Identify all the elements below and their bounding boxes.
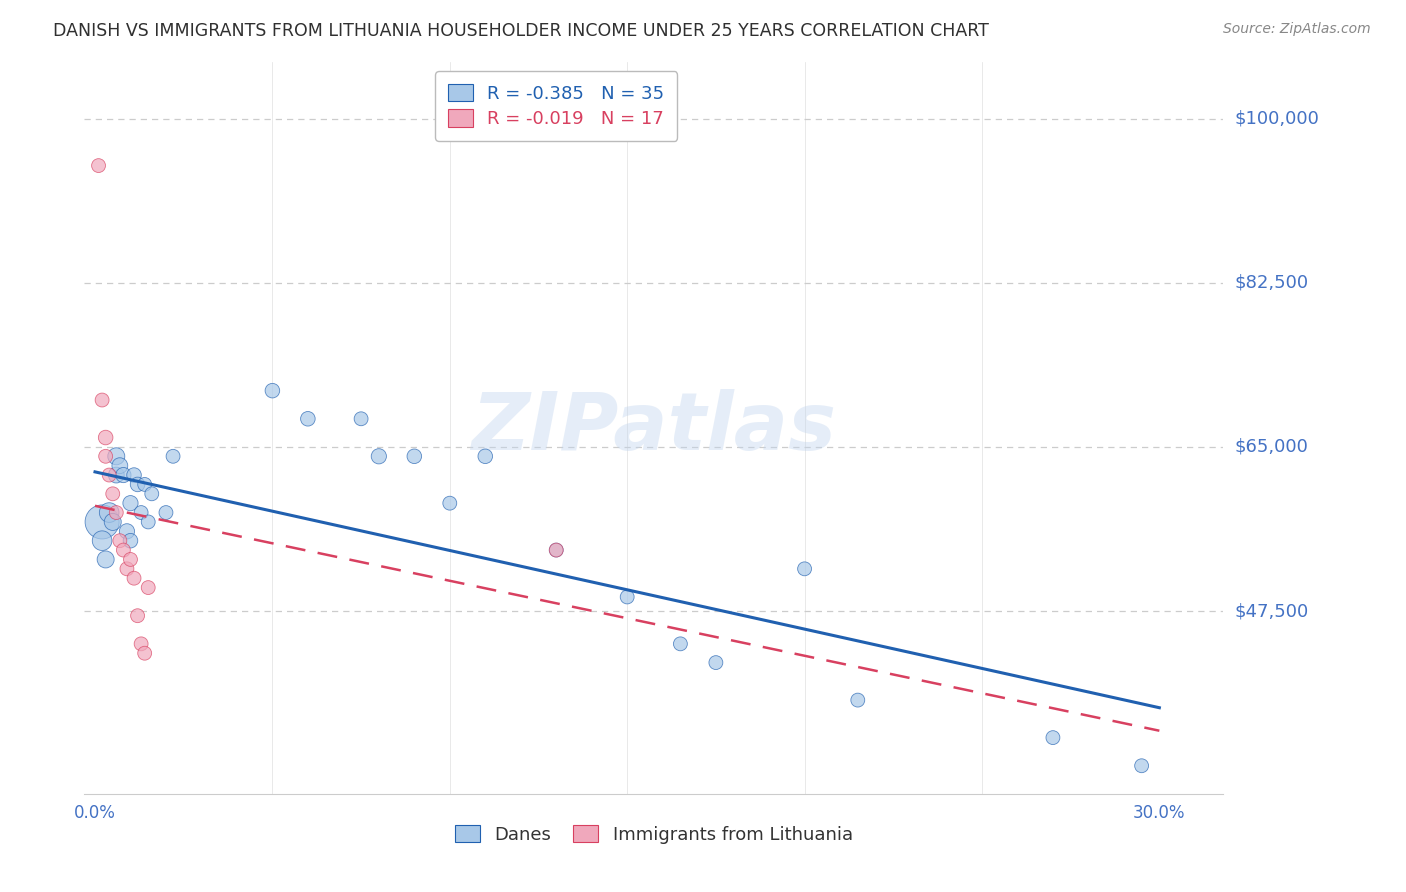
Point [474,450,496,464]
Point [120,533,142,548]
Point [105,450,128,464]
Text: $82,500: $82,500 [1234,274,1309,292]
Point [136,581,159,595]
Point [404,450,426,464]
Point [91,392,114,407]
Point [101,487,124,501]
Point [793,562,815,576]
Text: ZIPatlas: ZIPatlas [471,389,837,467]
Point [112,468,135,483]
Point [439,496,461,510]
Point [134,477,156,491]
Point [1042,731,1064,745]
Point [101,515,124,529]
Point [1130,758,1153,772]
Point [546,543,568,558]
Point [141,487,163,501]
Point [136,515,159,529]
Text: $47,500: $47,500 [1234,602,1309,620]
Point [98,468,121,483]
Point [704,656,727,670]
Point [616,590,638,604]
Point [669,637,692,651]
Point [546,543,568,558]
Point [105,506,128,520]
Text: DANISH VS IMMIGRANTS FROM LITHUANIA HOUSEHOLDER INCOME UNDER 25 YEARS CORRELATIO: DANISH VS IMMIGRANTS FROM LITHUANIA HOUS… [53,22,990,40]
Point [129,637,152,651]
Point [127,608,149,623]
Point [120,496,142,510]
Point [115,524,138,539]
Point [91,515,114,529]
Point [297,411,319,425]
Point [105,468,128,483]
Point [127,477,149,491]
Point [112,543,135,558]
Point [129,506,152,520]
Text: $100,000: $100,000 [1234,110,1319,128]
Point [134,646,156,660]
Point [108,458,131,473]
Point [120,552,142,566]
Point [262,384,284,398]
Point [94,450,117,464]
Point [94,552,117,566]
Point [98,506,121,520]
Point [350,411,373,425]
Point [367,450,389,464]
Point [155,506,177,520]
Point [94,431,117,445]
Point [115,562,138,576]
Point [122,571,145,585]
Point [122,468,145,483]
Legend: Danes, Immigrants from Lithuania: Danes, Immigrants from Lithuania [444,814,863,855]
Text: Source: ZipAtlas.com: Source: ZipAtlas.com [1223,22,1371,37]
Point [846,693,869,707]
Point [162,450,184,464]
Point [87,159,110,173]
Point [91,533,114,548]
Text: $65,000: $65,000 [1234,438,1308,456]
Point [108,533,131,548]
